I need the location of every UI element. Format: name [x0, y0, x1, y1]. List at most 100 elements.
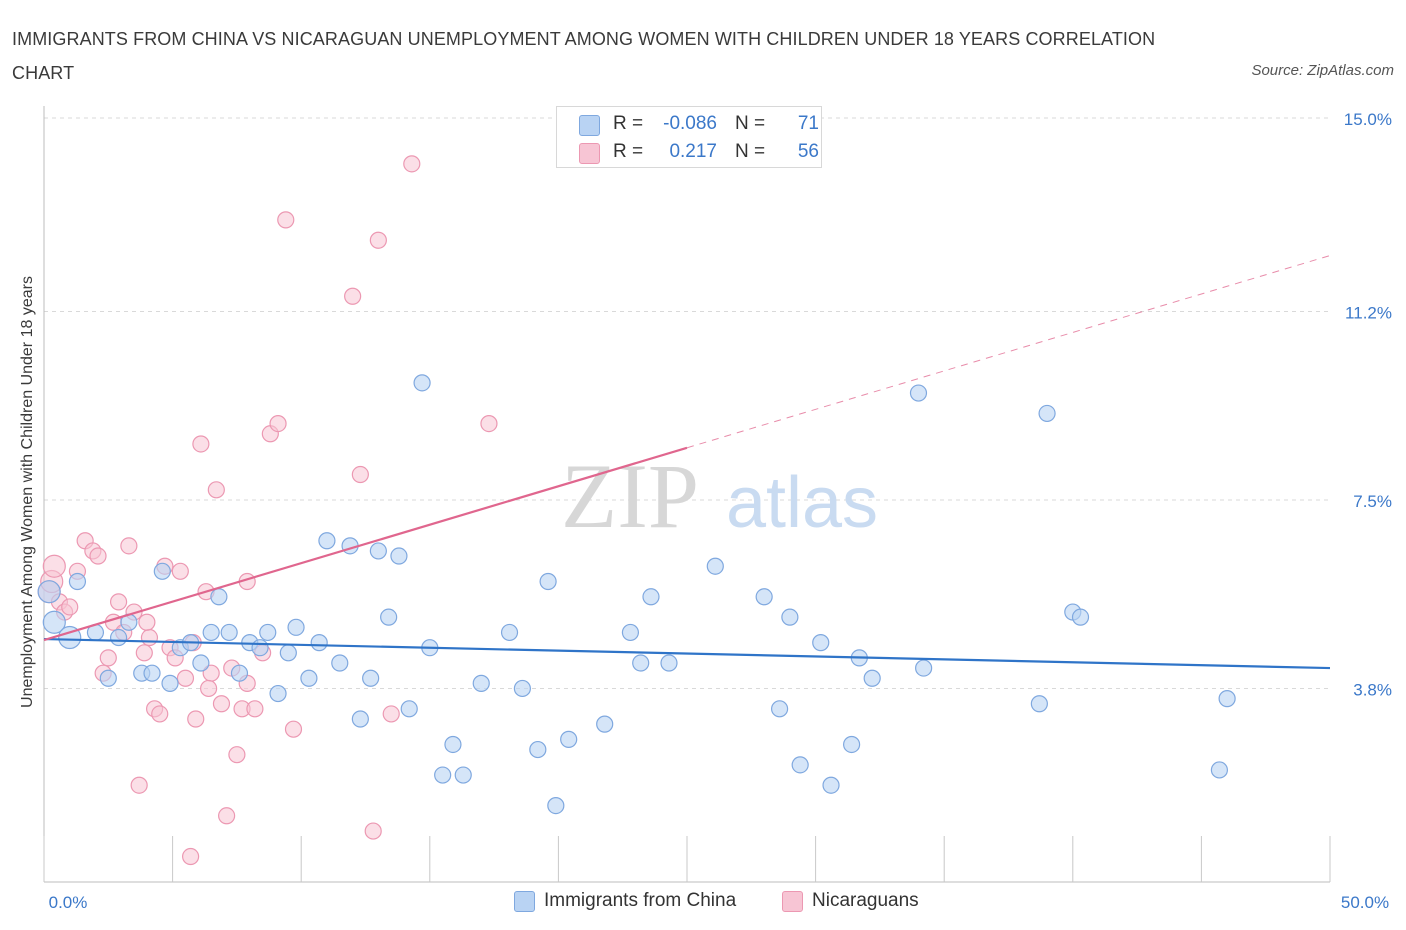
china-point — [513, 679, 531, 698]
china-point — [331, 654, 349, 672]
stats-legend: R = -0.086 N = 71 R = 0.217 N = 56 — [556, 106, 822, 168]
nicaraguans-legend-swatch — [782, 891, 803, 912]
china-point — [269, 684, 287, 703]
y-tick-label: 11.2% — [1345, 304, 1392, 323]
china-point — [400, 700, 418, 718]
nicaraguans-point — [351, 465, 369, 484]
nicaraguans-point — [382, 705, 400, 723]
china-point — [909, 384, 928, 402]
china-point — [434, 766, 452, 784]
china-point — [843, 735, 861, 754]
china-point — [287, 618, 305, 636]
china-point — [596, 715, 614, 733]
china-point — [109, 628, 128, 647]
nicaraguans-point — [61, 598, 79, 616]
nicaraguans-point — [120, 537, 138, 555]
legend-china-n: 71 — [797, 113, 819, 134]
china-point — [472, 674, 490, 692]
china-point — [1218, 690, 1236, 708]
china-point — [230, 664, 249, 682]
china-point — [812, 634, 830, 652]
nicaraguans-point — [212, 695, 231, 713]
nicaraguans-point — [130, 776, 148, 794]
nicaraguans-point — [200, 679, 218, 698]
legend-china-r: -0.086 — [663, 113, 717, 134]
china-point — [1071, 608, 1090, 626]
china-point — [1038, 404, 1056, 423]
china-point — [755, 588, 773, 606]
china-legend-swatch — [514, 891, 535, 912]
nicaraguans-point — [364, 822, 382, 840]
china-point — [539, 572, 557, 591]
china-point — [153, 562, 171, 580]
china-point — [560, 730, 578, 748]
china-point — [632, 654, 650, 672]
legend-n-label: N = — [735, 113, 766, 134]
watermark: ZIP atlas — [561, 445, 878, 547]
nicaraguans-point — [246, 700, 264, 718]
nicaraguans-point — [192, 435, 210, 453]
y-tick-label: 7.5% — [1353, 492, 1392, 511]
china-point — [68, 572, 87, 591]
axes — [43, 106, 1331, 883]
china-point — [369, 542, 387, 560]
nicaraguans-trend-extension — [686, 255, 1331, 449]
china-point — [863, 669, 881, 687]
china-point — [706, 557, 724, 575]
china-point — [161, 674, 179, 692]
china-point — [251, 639, 269, 657]
gridlines — [44, 117, 1330, 689]
nicaraguans-point — [176, 669, 195, 687]
nicaraguans-point — [284, 720, 303, 738]
legend-nicaraguans-r: 0.217 — [669, 141, 717, 162]
nicaraguans-point — [99, 649, 117, 667]
nicaraguans-swatch — [579, 143, 600, 164]
china-point — [300, 669, 318, 687]
china-point — [770, 700, 789, 718]
x-tick-label: 0.0% — [49, 893, 88, 912]
china-point — [37, 580, 61, 604]
y-tick-label: 15.0% — [1344, 110, 1392, 129]
nicaraguans-point — [269, 415, 287, 433]
nicaraguans-point — [138, 613, 156, 631]
watermark-atlas: atlas — [726, 463, 878, 543]
nicaraguans-point — [207, 481, 225, 499]
trend-lines — [43, 255, 1331, 670]
nicaraguans-point — [344, 287, 362, 305]
china-point — [500, 623, 519, 642]
china-trend-line — [43, 637, 1331, 670]
china-points — [37, 374, 1236, 815]
nicaraguans-point — [480, 415, 498, 433]
china-point — [99, 669, 117, 687]
watermark-zip: ZIP — [561, 445, 699, 547]
nicaraguans-point — [151, 705, 169, 723]
china-point — [351, 710, 369, 728]
nicaraguans-point — [89, 547, 107, 565]
china-point — [547, 796, 565, 815]
source-label: Source: ZipAtlas.com — [1251, 62, 1394, 79]
china-point — [42, 610, 66, 634]
chart-title: IMMIGRANTS FROM CHINA VS NICARAGUAN UNEM… — [12, 29, 1156, 83]
china-legend-label: Immigrants from China — [544, 890, 737, 911]
china-point — [454, 766, 472, 784]
nicaraguans-points — [37, 155, 498, 866]
china-point — [210, 588, 228, 606]
legend-nicaraguans-n: 56 — [797, 141, 819, 162]
nicaraguans-legend-label: Nicaraguans — [812, 890, 919, 911]
legend-row-china: R = -0.086 N = 71 — [579, 113, 819, 137]
china-point — [279, 644, 297, 662]
legend-row-nicaraguans: R = 0.217 N = 56 — [579, 141, 819, 165]
china-point — [444, 735, 462, 754]
legend-r-label: R = — [613, 141, 644, 162]
nicaraguans-point — [42, 554, 66, 578]
china-point — [192, 654, 210, 672]
legend-n-label: N = — [735, 141, 766, 162]
nicaraguans-point — [218, 807, 236, 825]
legend-r-label: R = — [613, 113, 644, 134]
tick-labels: 3.8% 7.5% 11.2% 15.0% 0.0% 50.0% — [49, 110, 1392, 912]
china-point — [380, 608, 398, 626]
china-point — [310, 634, 328, 652]
y-tick-label: 3.8% — [1353, 680, 1392, 699]
china-point — [143, 664, 161, 682]
nicaraguans-point — [140, 628, 159, 647]
